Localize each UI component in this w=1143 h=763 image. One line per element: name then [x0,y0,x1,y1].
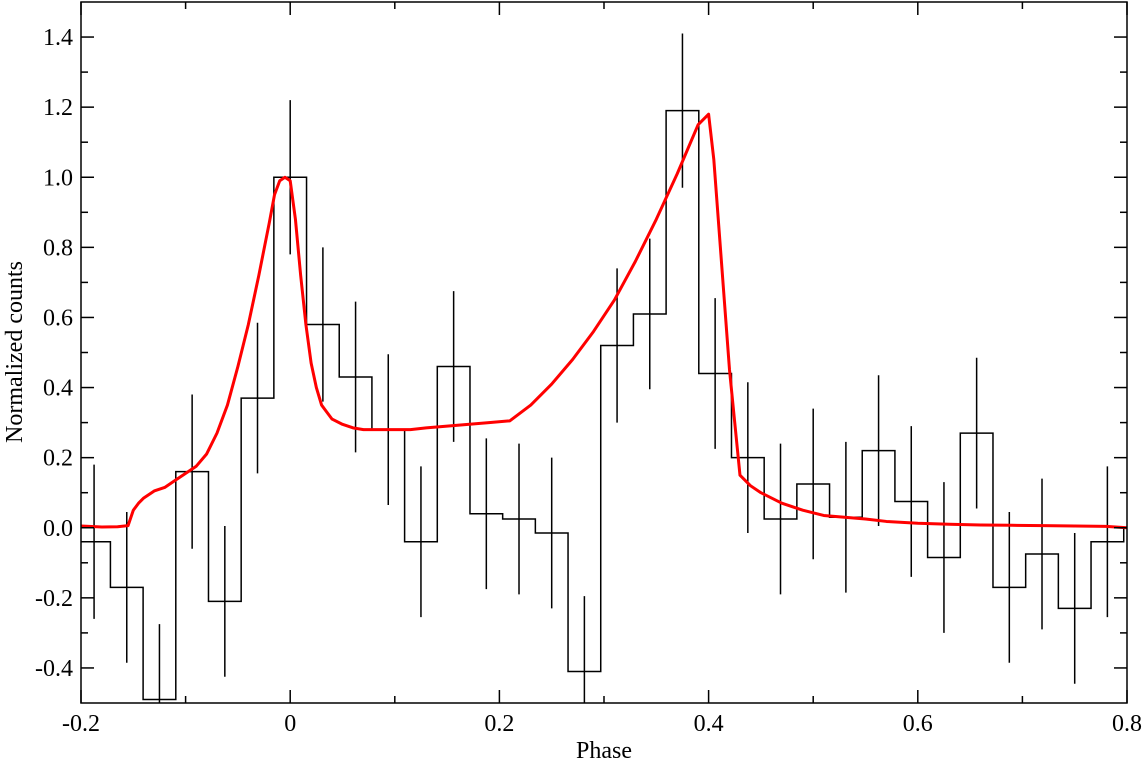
x-axis-label: Phase [576,738,632,763]
y-tick-label: 1.4 [43,25,73,51]
x-tick-label: 0.4 [694,711,724,737]
y-tick-label: 0.0 [43,516,73,542]
y-tick-label: 1.0 [43,165,73,191]
y-tick-label: -0.4 [35,656,73,682]
model-curve-series [81,112,1127,530]
tick-labels: -0.2 0 0.2 0.4 0.6 0.8 -0.4 -0.2 0.0 0.2 0.4 0.6 0.8… [35,25,1142,737]
x-tick-label: 0.2 [484,711,514,737]
x-tick-label: -0.2 [62,711,100,737]
y-axis-label: Normalized counts [2,261,28,443]
axis-ticks [80,2,1128,703]
histogram-step-line [81,109,1127,701]
y-tick-label: 0.6 [43,305,73,331]
plot-frame [80,1,1128,704]
y-tick-label: 0.4 [43,376,73,402]
y-tick-label: 0.2 [43,446,73,472]
model-curve-line [81,112,1127,530]
x-tick-label: 0.6 [903,711,933,737]
y-tick-label: 0.8 [43,235,73,261]
x-tick-label: 0.8 [1112,711,1142,737]
x-tick-label: 0 [284,711,296,737]
histogram-series [81,33,1127,703]
y-tick-label: 1.2 [43,95,73,121]
y-tick-label: -0.2 [35,586,73,612]
